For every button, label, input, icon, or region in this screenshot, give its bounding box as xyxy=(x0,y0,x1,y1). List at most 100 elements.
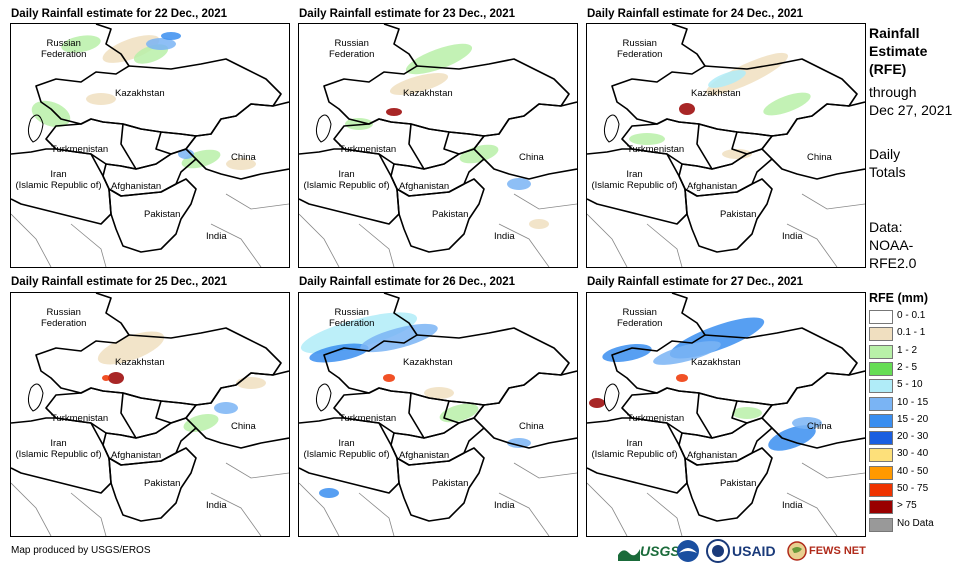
minor-borders xyxy=(587,462,865,536)
label-afghanistan: Afghanistan xyxy=(687,450,738,461)
legend-item: 40 - 50 xyxy=(869,465,964,480)
legend-item: 0.1 - 1 xyxy=(869,326,964,342)
rainfall-area xyxy=(97,331,165,365)
label-russia: Russian Federation xyxy=(617,307,663,329)
legend-swatch xyxy=(869,361,893,376)
legend-item: 10 - 15 xyxy=(869,396,964,411)
label-russia: Russian Federation xyxy=(41,38,87,60)
legend-item: 2 - 5 xyxy=(869,361,964,376)
noaa-logo-icon xyxy=(677,540,699,562)
legend-item: 50 - 75 xyxy=(869,482,964,497)
label-india: India xyxy=(782,500,803,511)
rainfall-area xyxy=(424,387,454,399)
rainfall-overlay xyxy=(97,331,266,433)
legend-item: 30 - 40 xyxy=(869,447,964,463)
daily-totals: Daily Totals xyxy=(869,146,906,180)
label-iran: Iran (Islamic Republic of) xyxy=(303,169,390,191)
legend-swatch xyxy=(869,483,893,497)
legend-label: 20 - 30 xyxy=(897,431,929,443)
label-iran: Iran (Islamic Republic of) xyxy=(15,169,102,191)
panel-title-6: Daily Rainfall estimate for 27 Dec., 202… xyxy=(587,276,804,288)
rainfall-area xyxy=(507,438,531,448)
panel-title-3: Daily Rainfall estimate for 24 Dec., 202… xyxy=(587,8,804,20)
legend-item: 20 - 30 xyxy=(869,430,964,446)
label-pakistan: Pakistan xyxy=(720,209,757,220)
legend-item: 5 - 10 xyxy=(869,378,964,394)
rainfall-map-panel: Russian Federation Kazakhstan Turkmenista… xyxy=(10,292,290,537)
legend-label: 30 - 40 xyxy=(897,448,929,460)
label-iran: Iran (Islamic Republic of) xyxy=(591,438,678,460)
legend-swatch xyxy=(869,431,893,446)
map-svg xyxy=(299,293,577,536)
usgs-logo: USGS xyxy=(618,538,680,564)
label-china: China xyxy=(519,421,544,432)
rainfall-area xyxy=(319,488,339,498)
label-india: India xyxy=(494,231,515,242)
rainfall-overlay xyxy=(629,52,811,159)
credit-text: Map produced by USGS/EROS xyxy=(11,545,151,556)
rainfall-overlay xyxy=(31,32,256,170)
legend-swatch xyxy=(869,413,893,428)
rainfall-area xyxy=(383,374,395,382)
panel-title-4: Daily Rainfall estimate for 25 Dec., 202… xyxy=(11,276,228,288)
rainfall-area xyxy=(507,178,531,190)
panel-title-5: Daily Rainfall estimate for 26 Dec., 202… xyxy=(299,276,516,288)
label-india: India xyxy=(782,231,803,242)
label-india: India xyxy=(494,500,515,511)
usgs-wave-icon xyxy=(618,549,640,561)
minor-borders xyxy=(587,193,865,267)
legend-label: 50 - 75 xyxy=(897,483,929,494)
minor-borders xyxy=(299,193,577,267)
legend-swatch xyxy=(869,327,893,342)
label-afghanistan: Afghanistan xyxy=(111,181,162,192)
label-china: China xyxy=(519,152,544,163)
legend-label: 40 - 50 xyxy=(897,465,929,477)
label-iran: Iran (Islamic Republic of) xyxy=(15,438,102,460)
rainfall-overlay xyxy=(345,43,549,229)
rainfall-area xyxy=(178,149,194,159)
label-russia: Russian Federation xyxy=(329,38,375,60)
rainfall-area xyxy=(146,38,176,50)
rainfall-area xyxy=(529,219,549,229)
label-russia: Russian Federation xyxy=(41,307,87,329)
label-turkmenistan: Turkmenistan xyxy=(339,413,397,424)
label-india: India xyxy=(206,500,227,511)
label-turkmenistan: Turkmenistan xyxy=(627,144,685,155)
label-china: China xyxy=(231,152,256,163)
label-pakistan: Pakistan xyxy=(144,478,181,489)
legend-swatch xyxy=(869,396,893,411)
minor-borders xyxy=(11,193,289,267)
map-svg xyxy=(11,293,289,536)
legend-label: 5 - 10 xyxy=(897,379,923,391)
rfe-title: Rainfall Estimate (RFE) xyxy=(869,25,928,77)
rainfall-area xyxy=(31,100,71,128)
label-pakistan: Pakistan xyxy=(144,209,181,220)
legend-swatch xyxy=(869,465,893,480)
label-russia: Russian Federation xyxy=(617,38,663,60)
label-kazakhstan: Kazakhstan xyxy=(691,357,741,368)
rainfall-area xyxy=(226,158,256,170)
legend-label: > 75 xyxy=(897,500,917,512)
label-china: China xyxy=(807,152,832,163)
rainfall-area xyxy=(676,374,688,382)
rainfall-area xyxy=(439,403,479,423)
usaid-logo: USAID xyxy=(732,543,776,559)
label-russia: Russian Federation xyxy=(329,307,375,329)
rainfall-map-panel: Russian Federation Kazakhstan Turkmenista… xyxy=(10,23,290,268)
legend-item: > 75 xyxy=(869,499,964,515)
country-borders xyxy=(11,24,289,253)
label-afghanistan: Afghanistan xyxy=(399,450,450,461)
rainfall-area xyxy=(300,312,418,354)
rainfall-area xyxy=(108,372,124,384)
rainfall-area xyxy=(183,413,219,433)
fews-net-logo: FEWS NET xyxy=(787,538,866,564)
legend-swatch xyxy=(869,448,893,463)
legend-item: 1 - 2 xyxy=(869,344,964,359)
panel-title-2: Daily Rainfall estimate for 23 Dec., 202… xyxy=(299,8,516,20)
seal-icon xyxy=(706,539,730,563)
label-kazakhstan: Kazakhstan xyxy=(691,88,741,99)
legend-item: 15 - 20 xyxy=(869,413,964,428)
label-iran: Iran (Islamic Republic of) xyxy=(591,169,678,191)
country-borders xyxy=(587,293,865,522)
label-pakistan: Pakistan xyxy=(720,478,757,489)
